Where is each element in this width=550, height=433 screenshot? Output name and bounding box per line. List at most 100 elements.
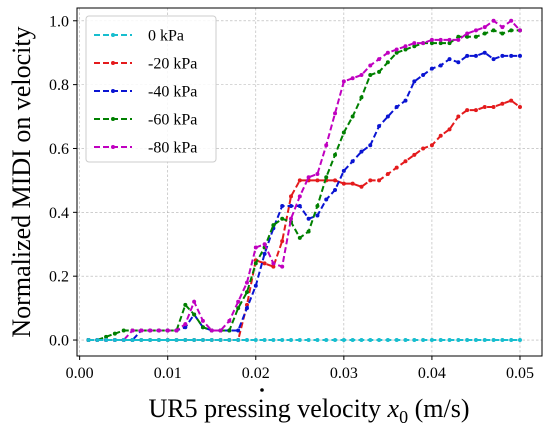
data-point xyxy=(456,37,461,42)
data-point xyxy=(333,178,338,183)
data-point xyxy=(465,31,470,36)
data-point xyxy=(271,261,276,266)
legend-marker xyxy=(111,61,115,65)
data-point xyxy=(500,31,505,36)
data-point xyxy=(368,338,373,343)
data-point xyxy=(315,338,320,343)
data-point xyxy=(509,338,514,343)
data-point xyxy=(271,338,276,343)
y-tick-label: 0.6 xyxy=(49,141,69,158)
data-point xyxy=(306,229,311,234)
legend-label: 0 kPa xyxy=(148,28,184,45)
data-point xyxy=(517,53,522,58)
data-point xyxy=(412,79,417,84)
data-point xyxy=(297,203,302,208)
data-point xyxy=(280,239,285,244)
data-point xyxy=(429,66,434,71)
data-point xyxy=(429,143,434,148)
data-point xyxy=(350,76,355,81)
legend-frame xyxy=(85,15,217,163)
data-point xyxy=(121,328,126,333)
data-point xyxy=(315,178,320,183)
data-point xyxy=(500,25,505,30)
data-point xyxy=(165,338,170,343)
data-point xyxy=(183,338,188,343)
data-point xyxy=(500,101,505,106)
data-point xyxy=(333,111,338,116)
data-point xyxy=(297,338,302,343)
data-point xyxy=(341,130,346,135)
data-point xyxy=(377,124,382,129)
legend-label: -80 kPa xyxy=(148,140,197,157)
data-point xyxy=(271,264,276,269)
data-point xyxy=(253,245,258,250)
data-point xyxy=(385,60,390,65)
data-point xyxy=(394,104,399,109)
data-point xyxy=(209,328,214,333)
data-point xyxy=(192,312,197,317)
data-point xyxy=(333,187,338,192)
data-point xyxy=(491,104,496,109)
series-0 xyxy=(86,338,522,343)
data-point xyxy=(350,338,355,343)
data-point xyxy=(517,338,522,343)
data-point xyxy=(297,194,302,199)
data-point xyxy=(315,172,320,177)
data-point xyxy=(421,338,426,343)
data-point xyxy=(394,47,399,52)
data-point xyxy=(297,235,302,240)
data-point xyxy=(473,34,478,39)
legend-marker xyxy=(111,33,115,37)
data-point xyxy=(473,338,478,343)
data-point xyxy=(359,184,364,189)
data-point xyxy=(429,37,434,42)
data-point xyxy=(377,57,382,62)
data-point xyxy=(227,338,232,343)
data-point xyxy=(473,53,478,58)
data-point xyxy=(280,203,285,208)
x-tick-label: 0.00 xyxy=(66,365,94,382)
data-point xyxy=(280,264,285,269)
data-point xyxy=(183,325,188,330)
data-point xyxy=(368,73,373,78)
data-point xyxy=(341,338,346,343)
data-point xyxy=(280,338,285,343)
data-point xyxy=(447,57,452,62)
data-point xyxy=(447,37,452,42)
data-point xyxy=(253,338,258,343)
data-point xyxy=(236,338,241,343)
data-point xyxy=(200,325,205,330)
data-point xyxy=(227,328,232,333)
data-point xyxy=(438,41,443,46)
y-tick-label: 1.0 xyxy=(49,13,69,30)
data-point xyxy=(324,338,329,343)
data-point xyxy=(306,175,311,180)
data-point xyxy=(385,114,390,119)
data-point xyxy=(95,338,100,343)
data-point xyxy=(253,283,258,288)
data-point xyxy=(473,108,478,113)
data-point xyxy=(324,175,329,180)
data-point xyxy=(482,25,487,30)
legend-marker xyxy=(111,117,115,121)
data-point xyxy=(377,338,382,343)
x-tick-label: 0.03 xyxy=(330,365,358,382)
data-point xyxy=(148,328,153,333)
legend-label: -40 kPa xyxy=(148,84,197,101)
data-point xyxy=(139,338,144,343)
data-point xyxy=(377,178,382,183)
x-tick-label: 0.02 xyxy=(242,365,270,382)
data-point xyxy=(236,328,241,333)
data-point xyxy=(394,165,399,170)
data-point xyxy=(412,152,417,157)
data-point xyxy=(315,203,320,208)
data-point xyxy=(165,328,170,333)
data-point xyxy=(262,251,267,256)
data-point xyxy=(244,338,249,343)
data-point xyxy=(403,47,408,52)
data-point xyxy=(350,159,355,164)
data-point xyxy=(350,181,355,186)
data-point xyxy=(438,63,443,68)
data-point xyxy=(341,168,346,173)
data-point xyxy=(200,318,205,323)
